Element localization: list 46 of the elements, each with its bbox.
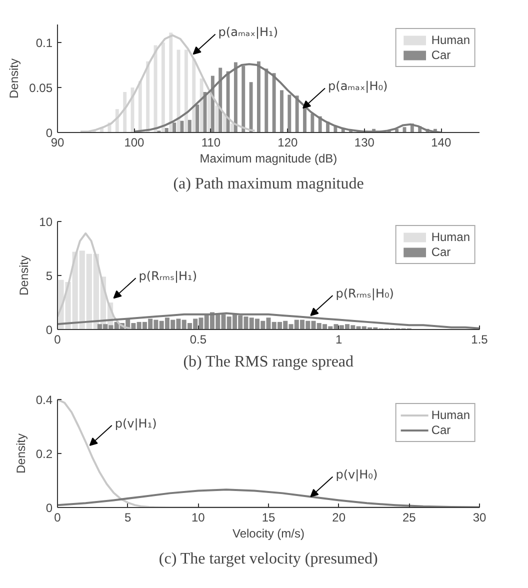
y-tick-label: 0.05 bbox=[29, 81, 53, 95]
annotation: p(v|H₁) bbox=[114, 416, 157, 430]
y-tick-label: 0 bbox=[46, 323, 53, 337]
x-tick-label: 1.5 bbox=[471, 332, 488, 346]
legend-label: Human bbox=[431, 230, 470, 244]
x-tick-label: 100 bbox=[124, 136, 145, 150]
x-tick-label: 0 bbox=[54, 332, 62, 346]
legend-label: Car bbox=[431, 245, 452, 259]
y-axis-title: Density bbox=[14, 433, 28, 474]
x-axis-title: Velocity (m/s) bbox=[232, 526, 305, 540]
y-axis-title: Density bbox=[17, 255, 32, 296]
x-tick-label: 0 bbox=[54, 510, 62, 524]
text: (b) The RMS range spread bbox=[183, 354, 354, 370]
legend-label: Car bbox=[431, 423, 452, 437]
x-tick-label: 110 bbox=[201, 136, 221, 150]
y-tick-label: 0 bbox=[46, 126, 53, 140]
annotation: p(v|H₀) bbox=[336, 468, 378, 482]
y-tick-label: 0.4 bbox=[36, 393, 53, 407]
y-axis-title: Density bbox=[7, 58, 22, 99]
legend-label: Human bbox=[431, 33, 470, 47]
x-tick-label: 30 bbox=[472, 510, 486, 524]
x-tick-label: 140 bbox=[431, 136, 452, 150]
annotation: p(aₘₐₓ|H₀) bbox=[328, 79, 388, 94]
x-tick-label: 130 bbox=[354, 136, 375, 150]
x-tick-label: 20 bbox=[332, 510, 346, 524]
text: (a) Path maximum magnitude bbox=[173, 176, 364, 192]
x-axis-title: Maximum magnitude (dB) bbox=[200, 152, 338, 166]
text: (c) The target velocity (presumed) bbox=[158, 550, 378, 568]
x-tick-label: 0.5 bbox=[190, 332, 207, 346]
x-tick-label: 5 bbox=[124, 510, 132, 524]
legend-label: Car bbox=[431, 48, 452, 62]
annotation: p(Rᵣₘₛ|H₀) bbox=[336, 286, 394, 300]
x-tick-label: 90 bbox=[50, 136, 64, 150]
y-tick-label: 0 bbox=[46, 501, 53, 515]
x-tick-label: 15 bbox=[262, 510, 276, 524]
y-tick-label: 10 bbox=[39, 215, 53, 229]
legend-label: Human bbox=[431, 408, 470, 422]
annotation: p(Rᵣₘₛ|H₁) bbox=[138, 269, 198, 284]
annotation: p(aₘₐₓ|H₁) bbox=[218, 25, 278, 40]
x-tick-label: 120 bbox=[278, 136, 298, 150]
x-tick-label: 10 bbox=[191, 510, 206, 524]
y-tick-label: 0.2 bbox=[36, 447, 53, 461]
x-tick-label: 1 bbox=[335, 332, 342, 346]
y-tick-label: 5 bbox=[46, 269, 53, 283]
x-tick-label: 25 bbox=[402, 510, 416, 524]
y-tick-label: 0.1 bbox=[36, 36, 53, 50]
